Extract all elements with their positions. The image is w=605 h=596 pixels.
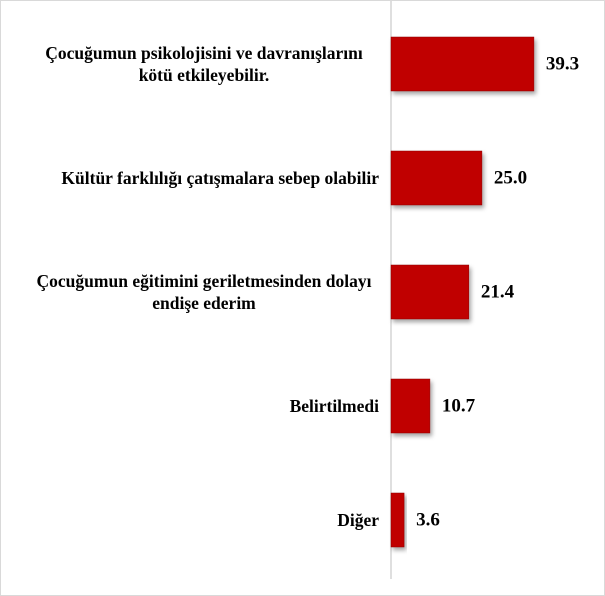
category-label: Diğer xyxy=(337,510,379,530)
category-label: Çocuğumun psikolojisini ve davranışların… xyxy=(45,43,363,85)
category-label-box: Çocuğumun psikolojisini ve davranışların… xyxy=(29,24,379,104)
bar xyxy=(390,36,535,92)
bar xyxy=(390,264,470,320)
bar xyxy=(390,150,483,206)
value-label: 3.6 xyxy=(416,509,440,530)
category-label-box: Kültür farklılığı çatışmalara sebep olab… xyxy=(29,138,379,218)
bar xyxy=(390,492,405,548)
category-label: Çocuğumun eğitimini geriletmesinden dola… xyxy=(36,271,372,313)
category-label-box: Belirtilmedi xyxy=(29,366,379,446)
category-label: Kültür farklılığı çatışmalara sebep olab… xyxy=(61,168,379,188)
category-label-box: Çocuğumun eğitimini geriletmesinden dola… xyxy=(29,252,379,332)
value-label: 25.0 xyxy=(494,167,527,188)
bar xyxy=(390,378,431,434)
category-label: Belirtilmedi xyxy=(289,396,379,416)
value-label: 10.7 xyxy=(442,395,476,416)
value-label: 39.3 xyxy=(546,53,579,74)
value-label: 21.4 xyxy=(481,281,515,302)
category-label-box: Diğer xyxy=(29,480,379,560)
